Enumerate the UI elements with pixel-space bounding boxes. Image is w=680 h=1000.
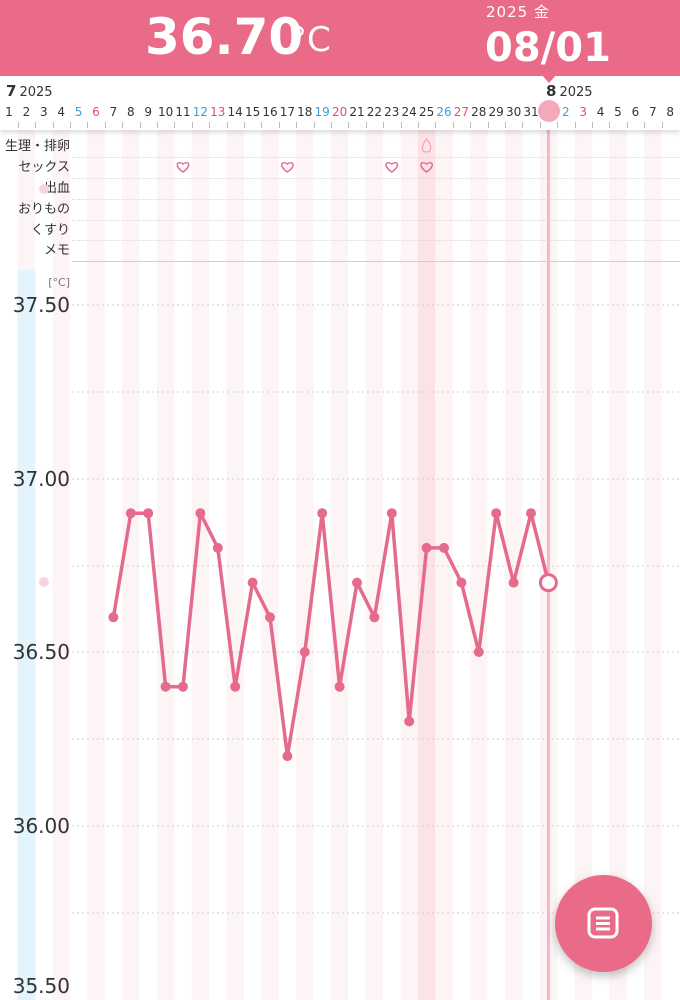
temperature-point — [247, 577, 258, 588]
heart-icon — [281, 162, 294, 173]
temperature-point — [265, 612, 275, 623]
month-label-august: 8 2025 — [546, 82, 593, 100]
temperature-point — [212, 542, 223, 553]
date-strip-day[interactable]: 9 — [144, 105, 152, 119]
temperature-point — [108, 612, 119, 623]
date-strip-day[interactable]: 15 — [244, 105, 261, 119]
date-strip[interactable]: 7 2025 8 2025 1 2 3 4 5 6 7 8 9 10 11 12 13 14 15 16 17 18 1… — [0, 76, 680, 130]
temperature-point — [143, 508, 154, 519]
date-strip-day[interactable]: 3 — [579, 105, 587, 119]
temperature-point — [334, 681, 345, 692]
date-strip-day[interactable]: 16 — [262, 105, 278, 119]
row-label-discharge: おりもの — [17, 202, 70, 217]
highlight-column — [17, 270, 36, 1000]
date-strip-day[interactable]: 21 — [349, 105, 365, 119]
temperature-point — [508, 577, 519, 588]
temperature-point — [160, 681, 171, 692]
temperature-point — [195, 508, 206, 519]
memo-divider — [72, 261, 680, 262]
current-temperature: 36.70 — [145, 8, 304, 66]
selected-date[interactable]: 08/01 — [485, 25, 611, 71]
temperature-point — [299, 647, 310, 657]
date-strip-day[interactable]: 11 — [175, 105, 191, 119]
temperature-point — [404, 716, 415, 727]
header-bar: 36.70 °C 2025 金 08/01 — [0, 0, 680, 76]
date-strip-day[interactable]: 2 — [22, 105, 31, 119]
date-strip-day[interactable]: 6 — [92, 105, 100, 119]
date-strip-day[interactable]: 23 — [384, 105, 400, 119]
temperature-point — [421, 542, 432, 553]
temperature-point — [369, 612, 380, 623]
temperature-point — [439, 542, 449, 553]
row-label-medicine: くすり — [30, 223, 70, 238]
date-strip-day[interactable]: 3 — [39, 105, 48, 119]
temperature-point — [386, 508, 397, 519]
date-strip-day[interactable]: 30 — [505, 105, 522, 119]
date-strip-day[interactable]: 19 — [314, 105, 330, 119]
date-strip-day[interactable]: 13 — [210, 105, 226, 119]
date-strip-day[interactable]: 2 — [561, 105, 570, 119]
drop-icon — [421, 138, 432, 153]
y-tick-label: 37.00 — [12, 467, 70, 491]
y-tick-label: 37.50 — [12, 293, 70, 317]
temperature-point — [317, 508, 328, 519]
temperature-point — [230, 681, 241, 692]
date-strip-day[interactable]: 29 — [488, 105, 504, 119]
current-temperature-point — [538, 573, 558, 593]
date-strip-day[interactable]: 7 — [109, 105, 118, 119]
temperature-point — [178, 681, 188, 692]
date-strip-day[interactable]: 8 — [126, 105, 135, 119]
date-strip-day[interactable]: 10 — [157, 105, 174, 119]
date-strip-day[interactable]: 1 — [5, 105, 13, 119]
date-strip-day[interactable]: 25 — [418, 105, 435, 119]
row-label-period-ovulation: 生理・排卵 — [4, 139, 70, 154]
date-strip-day[interactable]: 4 — [596, 105, 605, 119]
y-unit-label: [°C] — [48, 276, 70, 289]
date-strip-day[interactable]: 22 — [366, 105, 383, 119]
date-strip-day[interactable]: 5 — [614, 105, 622, 119]
temperature-unit: °C — [290, 20, 331, 60]
temperature-line — [111, 511, 551, 758]
date-strip-day[interactable]: 24 — [401, 105, 417, 119]
date-strip-day[interactable]: 28 — [471, 105, 487, 119]
date-strip-day[interactable]: 12 — [192, 105, 209, 119]
date-strip-day[interactable]: 26 — [436, 105, 452, 119]
date-strip-day[interactable]: 18 — [297, 105, 313, 119]
month-label-july: 7 2025 — [6, 82, 53, 100]
date-strip-day[interactable]: 5 — [74, 105, 83, 119]
date-strip-day[interactable]: 20 — [331, 105, 348, 119]
y-tick-label: 36.50 — [12, 640, 70, 664]
temperature-point — [473, 647, 484, 657]
list-icon — [587, 907, 619, 939]
row-label-sex: セックス — [18, 160, 70, 175]
heart-icon — [420, 162, 433, 173]
date-strip-day[interactable]: 14 — [227, 105, 243, 119]
heart-icon — [385, 162, 399, 173]
date-strip-day[interactable]: 6 — [631, 105, 640, 119]
date-strip-day[interactable]: 31 — [523, 105, 539, 119]
y-tick-label: 35.50 — [12, 974, 70, 998]
temperature-point — [456, 577, 467, 588]
row-label-memo: メモ — [43, 243, 70, 258]
y-tick-label: 36.00 — [12, 814, 70, 838]
date-strip-day[interactable]: 8 — [666, 105, 674, 119]
faint-dot-icon — [39, 577, 49, 587]
temperature-point — [526, 508, 536, 519]
list-button[interactable] — [555, 875, 652, 972]
date-strip-day[interactable]: 4 — [57, 105, 65, 119]
selected-date-pointer — [541, 74, 557, 83]
selected-day-marker — [538, 100, 560, 122]
date-strip-day[interactable]: 27 — [453, 105, 470, 119]
temperature-point — [282, 751, 293, 762]
temperature-point — [352, 577, 362, 588]
temperature-point — [125, 508, 136, 519]
year-weekday: 2025 金 — [486, 3, 550, 21]
faint-dot-icon — [39, 184, 49, 194]
heart-icon — [176, 162, 190, 173]
date-strip-day[interactable]: 17 — [279, 105, 296, 119]
temperature-point — [491, 508, 502, 519]
date-strip-day[interactable]: 7 — [648, 105, 657, 119]
row-label-bleeding: 出血 — [43, 181, 70, 196]
